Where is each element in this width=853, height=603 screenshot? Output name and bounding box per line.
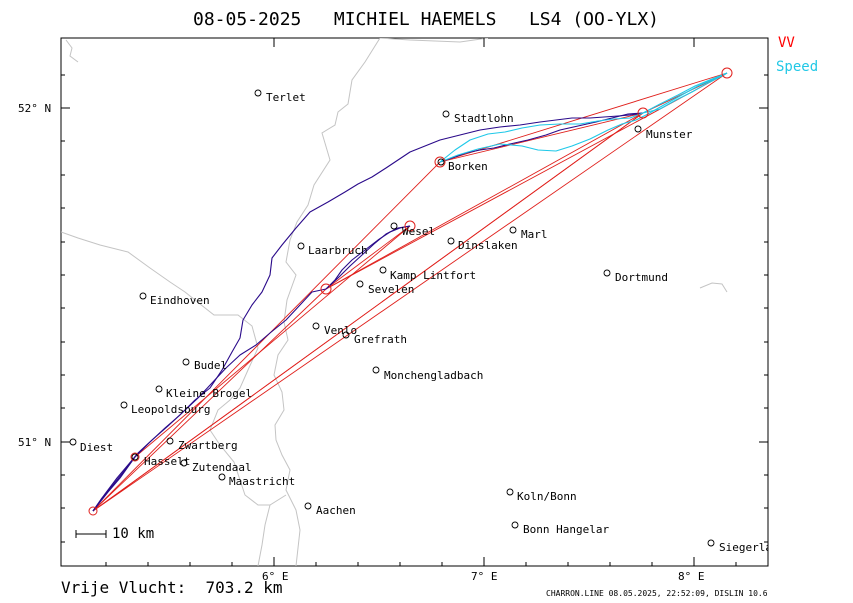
place-labels: Terlet Stadtlohn Munster Borken Wesel Ma… (80, 91, 779, 554)
place-label: Marl (521, 228, 548, 241)
legend-speed: Speed (776, 59, 818, 75)
place-label: Kamp Lintfort (390, 269, 476, 282)
place-label: Kleine Brogel (166, 387, 252, 400)
place-label: Eindhoven (150, 294, 210, 307)
place-label: Laarbruch (308, 244, 368, 257)
place-label: Monchengladbach (384, 369, 483, 382)
place-label: Aachen (316, 504, 356, 517)
flight-track (92, 112, 644, 512)
place-label: Venlo (324, 324, 357, 337)
distance-label: Vrije Vlucht: 703.2 km (61, 578, 283, 597)
place-label: Borken (448, 160, 488, 173)
lon-label-6: 6° E (262, 570, 289, 583)
place-label: Diest (80, 441, 113, 454)
map-frame (60, 37, 769, 567)
lat-label-51: 51° N (18, 436, 51, 449)
axis-ticks (61, 38, 768, 566)
place-label: Leopoldsburg (131, 403, 210, 416)
place-label: Siegerlan (719, 541, 779, 554)
place-label: Dinslaken (458, 239, 518, 252)
lat-label-52: 52° N (18, 102, 51, 115)
place-label: Maastricht (229, 475, 295, 488)
place-label: Wesel (402, 225, 435, 238)
place-label: Stadtlohn (454, 112, 514, 125)
footer-info: CHARRON.LINE 08.05.2025, 22:52:09, DISLI… (546, 589, 768, 598)
place-label: Munster (646, 128, 693, 141)
place-label: Bonn Hangelar (523, 523, 609, 536)
scale-bar (75, 530, 107, 538)
place-markers (69, 89, 715, 547)
place-label: Sevelen (368, 283, 414, 296)
scale-label: 10 km (112, 526, 154, 542)
place-label: Grefrath (354, 333, 407, 346)
place-label: Dortmund (615, 271, 668, 284)
map-title: 08-05-2025 MICHIEL HAEMELS LS4 (OO-YLX) (193, 9, 659, 30)
place-label: Zwartberg (178, 439, 238, 452)
turnpoints (88, 67, 733, 516)
place-label: Budel (194, 359, 227, 372)
legend-vv: VV (778, 35, 795, 51)
lon-label-8: 8° E (678, 570, 705, 583)
speed-track (439, 72, 728, 163)
place-label: Koln/Bonn (517, 490, 577, 503)
place-label: Hasselt (144, 455, 190, 468)
lon-label-7: 7° E (471, 570, 498, 583)
place-label: Zutendaal (192, 461, 252, 474)
place-label: Terlet (266, 91, 306, 104)
